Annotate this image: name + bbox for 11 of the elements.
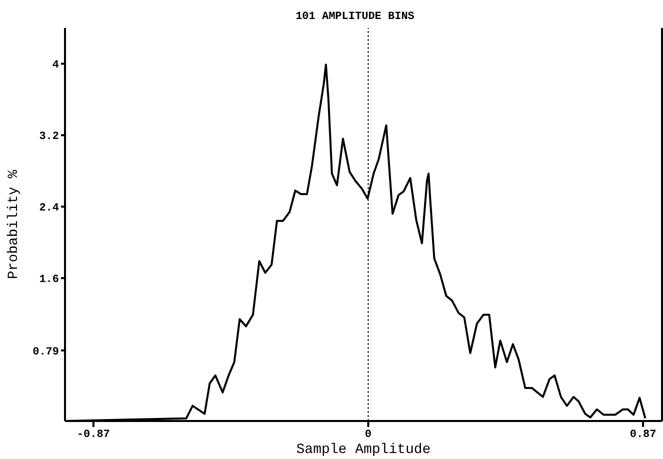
y-tick-label: 0.79: [32, 346, 59, 358]
x-tick-label: 0: [364, 428, 372, 441]
x-tick-label: -0.87: [76, 428, 110, 441]
y-tick-label: 2.4: [39, 202, 60, 215]
y-tick-label: 3.2: [39, 131, 59, 144]
x-axis-title: Sample Amplitude: [296, 442, 431, 458]
y-tick-label: 1.6: [39, 274, 59, 286]
chart-title: 101 AMPLITUDE BINS: [294, 11, 416, 23]
x-tick-label: 0.87: [630, 428, 656, 441]
y-tick-label: 4: [52, 60, 60, 72]
y-axis-title: Probability %: [6, 169, 22, 280]
